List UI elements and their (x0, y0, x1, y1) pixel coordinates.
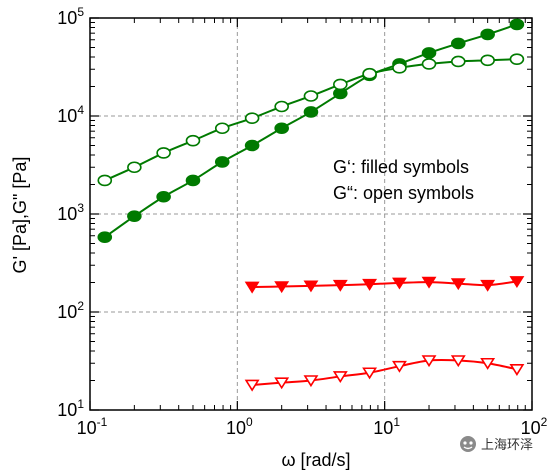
series-0 (97, 18, 525, 243)
x-axis-label: ω [rad/s] (281, 450, 350, 470)
series-1 (97, 53, 525, 187)
data-point (480, 54, 495, 67)
y-axis-label: G' [Pa],G" [Pa] (10, 157, 30, 274)
data-point (127, 210, 142, 222)
data-point (97, 231, 113, 243)
data-point (214, 122, 230, 135)
wechat-logo-icon (460, 436, 476, 452)
data-point (303, 375, 319, 388)
data-point (185, 174, 201, 187)
y-tick-label: 104 (57, 103, 84, 126)
data-point (450, 278, 466, 291)
data-point (274, 281, 290, 294)
y-tick-label: 102 (57, 299, 84, 322)
data-point (127, 161, 142, 174)
data-point (509, 53, 525, 65)
data-point (244, 112, 260, 124)
data-point (332, 371, 348, 384)
axis-ticks: 10-1 100 101 102 101 102 103 104 105 (57, 5, 547, 438)
x-tick-label: 101 (373, 415, 400, 438)
data-point (509, 364, 525, 376)
data-point (303, 106, 319, 118)
data-point (244, 281, 260, 294)
data-point (392, 62, 407, 74)
data-point (244, 379, 260, 392)
data-point (303, 280, 319, 293)
data-point (421, 355, 437, 368)
grid (90, 18, 532, 410)
data-point (185, 134, 201, 147)
data-point (274, 100, 289, 113)
watermark-text: 上海环泽 (481, 437, 533, 452)
data-point (362, 67, 377, 80)
data-point (362, 367, 378, 380)
x-tick-label: 10-1 (77, 415, 108, 438)
data-point (156, 190, 171, 203)
data-point (303, 90, 319, 102)
data-point (392, 360, 407, 373)
x-tick-label: 100 (226, 415, 253, 438)
legend-open-symbols: G“: open symbols (333, 183, 474, 203)
data-point (480, 279, 496, 292)
data-point (450, 55, 466, 68)
series-line (252, 280, 518, 288)
y-tick-label: 101 (57, 397, 84, 420)
data-point (156, 147, 171, 159)
watermark: 上海环泽 (460, 436, 533, 452)
y-tick-label: 103 (57, 201, 84, 224)
data-point (509, 18, 525, 31)
data-point (421, 47, 437, 59)
data-point (450, 355, 466, 368)
data-point (392, 277, 407, 290)
data-point (509, 276, 525, 289)
data-point (450, 37, 466, 50)
series-2 (244, 276, 525, 294)
data-point (274, 122, 289, 135)
data-point (332, 279, 348, 292)
y-tick-label: 105 (57, 5, 84, 28)
series-3 (244, 355, 525, 392)
data-point (244, 139, 260, 152)
x-tick-label: 102 (521, 415, 548, 438)
data-point (333, 78, 348, 91)
data-point (97, 174, 113, 187)
series-layer (97, 18, 525, 392)
data-point (480, 357, 496, 370)
series-line (252, 358, 518, 386)
data-point (362, 278, 378, 291)
data-point (421, 58, 437, 70)
data-point (214, 156, 230, 168)
data-point (421, 276, 437, 289)
legend-filled-symbols: G‘: filled symbols (333, 157, 469, 177)
data-point (480, 28, 495, 41)
data-point (274, 377, 290, 390)
